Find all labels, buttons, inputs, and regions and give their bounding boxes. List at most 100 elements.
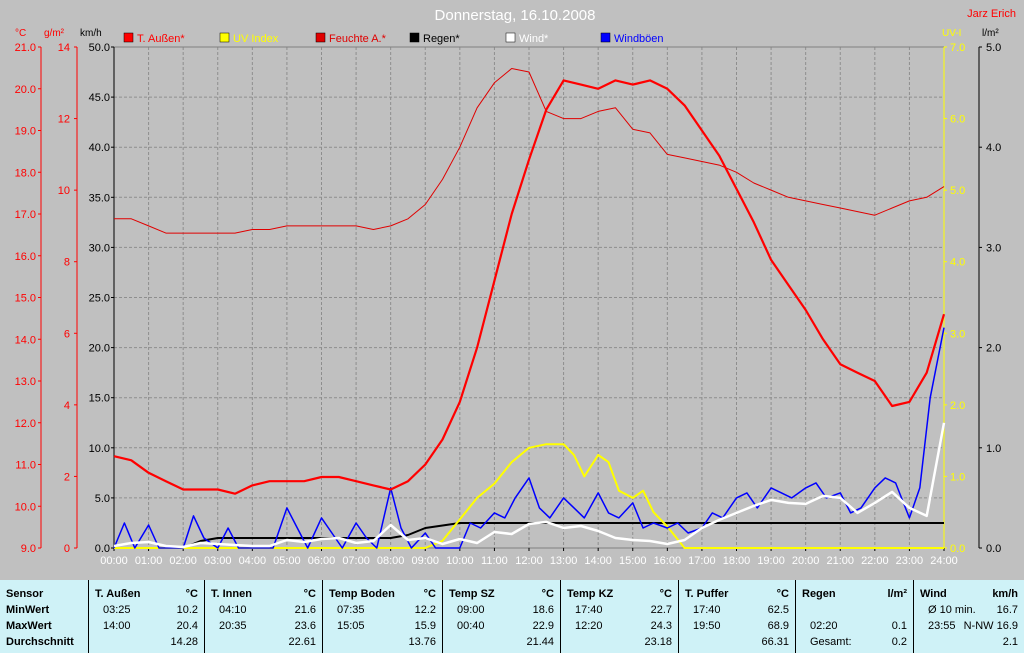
uv-tick-label: 2.0 bbox=[950, 400, 965, 412]
statistics-table: Sensor MinWert MaxWert Durchschnitt T. A… bbox=[0, 580, 1024, 653]
rain-tick-label: 1.0 bbox=[986, 443, 1001, 455]
rain-tick-label: 3.0 bbox=[986, 242, 1001, 254]
rain-tick-label: 0.0 bbox=[986, 543, 1001, 555]
uv-tick-label: 3.0 bbox=[950, 328, 965, 340]
sensor-unit: °C bbox=[423, 588, 436, 600]
temp-tick-label: 18.0 bbox=[15, 167, 36, 179]
x-tick-label: 07:00 bbox=[342, 555, 370, 567]
x-tick-label: 02:00 bbox=[169, 555, 197, 567]
min-value: 22.7 bbox=[650, 604, 672, 616]
x-tick-label: 08:00 bbox=[377, 555, 405, 567]
sensor-name: Wind bbox=[920, 588, 947, 600]
avg-value: 66.31 bbox=[761, 636, 789, 648]
max-time: 14:00 bbox=[103, 620, 131, 632]
max-time: 12:20 bbox=[575, 620, 603, 632]
uv-tick-label: 7.0 bbox=[950, 42, 965, 54]
sensor-name: T. Außen bbox=[95, 588, 141, 600]
x-tick-label: 09:00 bbox=[411, 555, 439, 567]
sensor-name: T. Puffer bbox=[685, 588, 729, 600]
wind-tick-label: 20.0 bbox=[89, 343, 110, 355]
temp-tick-label: 16.0 bbox=[15, 251, 36, 263]
sensor-unit: °C bbox=[303, 588, 316, 600]
uv-tick-label: 0.0 bbox=[950, 543, 965, 555]
x-tick-label: 00:00 bbox=[100, 555, 128, 567]
series-line-4 bbox=[113, 422, 946, 549]
x-tick-label: 03:00 bbox=[204, 555, 232, 567]
chart-title: Donnerstag, 16.10.2008 bbox=[435, 7, 596, 24]
min-time: 09:00 bbox=[457, 604, 485, 616]
temp-tick-label: 12.0 bbox=[15, 418, 36, 430]
sensor-unit: °C bbox=[185, 588, 198, 600]
wind-tick-label: 45.0 bbox=[89, 92, 110, 104]
min-value: 10.2 bbox=[176, 604, 198, 616]
max-value: N-NW 16.9 bbox=[963, 620, 1018, 632]
max-time: 02:20 bbox=[810, 620, 838, 632]
x-tick-label: 19:00 bbox=[757, 555, 785, 567]
row-labels: Sensor MinWert MaxWert Durchschnitt bbox=[0, 580, 88, 653]
hum-tick-label: 12 bbox=[58, 114, 70, 126]
temp-tick-label: 19.0 bbox=[15, 126, 36, 138]
series-line-0 bbox=[113, 79, 946, 495]
sensor-name: T. Innen bbox=[211, 588, 252, 600]
temp-tick-label: 15.0 bbox=[15, 293, 36, 305]
max-value: 20.4 bbox=[176, 620, 198, 632]
legend-swatch bbox=[409, 32, 420, 43]
wind-tick-label: 50.0 bbox=[89, 42, 110, 54]
wind-tick-label: 15.0 bbox=[89, 393, 110, 405]
author-label: Jarz Erich bbox=[967, 8, 1016, 20]
temp-tick-label: 9.0 bbox=[21, 543, 36, 555]
hum-tick-label: 4 bbox=[64, 400, 70, 412]
avg-value: 21.44 bbox=[526, 636, 554, 648]
weather-chart: °C g/m² km/h UV-I l/m²21.020.019.018.017.016… bbox=[15, 7, 1016, 567]
max-time: 20:35 bbox=[219, 620, 247, 632]
axes: °C g/m² km/h UV-I l/m²21.020.019.018.017.016… bbox=[15, 28, 1002, 567]
wind-tick-label: 35.0 bbox=[89, 192, 110, 204]
hum-tick-label: 14 bbox=[58, 42, 70, 54]
hum-tick-label: 6 bbox=[64, 328, 70, 340]
legend-label: T. Außen* bbox=[137, 33, 185, 45]
x-tick-label: 21:00 bbox=[826, 555, 854, 567]
x-tick-label: 10:00 bbox=[446, 555, 474, 567]
uv-tick-label: 5.0 bbox=[950, 185, 965, 197]
legend-swatch bbox=[315, 32, 326, 43]
min-time: 04:10 bbox=[219, 604, 247, 616]
legend-swatch bbox=[505, 32, 516, 43]
min-value: 21.6 bbox=[294, 604, 316, 616]
max-value: 68.9 bbox=[767, 620, 789, 632]
sensor-column: T. Puffer °C 17:40 62.5 19:50 68.9 66.31 bbox=[678, 580, 795, 653]
legend-swatch bbox=[600, 32, 611, 43]
legend-label: UV Index bbox=[233, 33, 279, 45]
sensor-column: Temp KZ °C 17:40 22.7 12:20 24.3 23.18 bbox=[560, 580, 678, 653]
uv-tick-label: 1.0 bbox=[950, 471, 965, 483]
series-line-5 bbox=[113, 327, 945, 549]
legend-label: Feuchte A.* bbox=[329, 33, 387, 45]
sensor-unit: l/m² bbox=[887, 588, 907, 600]
legend-label: Windböen bbox=[614, 33, 664, 45]
row-label-sensor: Sensor bbox=[6, 588, 44, 600]
series-line-2 bbox=[114, 443, 944, 549]
avg-value: 0.2 bbox=[891, 636, 907, 648]
wind-tick-label: 0.0 bbox=[95, 543, 110, 555]
hum-tick-label: 0 bbox=[64, 543, 70, 555]
x-tick-label: 20:00 bbox=[792, 555, 820, 567]
temp-tick-label: 10.0 bbox=[15, 501, 36, 513]
temp-tick-label: 11.0 bbox=[15, 460, 36, 472]
sensor-column: Wind km/h Ø 10 min. 16.7 23:55 N-NW 16.9 2.1 bbox=[913, 580, 1024, 653]
x-tick-label: 04:00 bbox=[239, 555, 267, 567]
hum-tick-label: 8 bbox=[64, 257, 70, 269]
temp-tick-label: 20.0 bbox=[15, 84, 36, 96]
min-value: 18.6 bbox=[532, 604, 554, 616]
max-time: 19:50 bbox=[693, 620, 721, 632]
uv-tick-label: 4.0 bbox=[950, 257, 965, 269]
row-label-avg: Durchschnitt bbox=[6, 636, 74, 648]
min-value: 16.7 bbox=[996, 604, 1018, 616]
temp-unit-label: °C bbox=[15, 28, 26, 39]
hum-tick-label: 2 bbox=[64, 471, 70, 483]
x-tick-label: 16:00 bbox=[654, 555, 682, 567]
wind-tick-label: 10.0 bbox=[89, 443, 110, 455]
rain-tick-label: 5.0 bbox=[986, 42, 1001, 54]
sensor-name: Temp SZ bbox=[449, 588, 495, 600]
max-time: 15:05 bbox=[337, 620, 365, 632]
wind-tick-label: 5.0 bbox=[95, 493, 110, 505]
sensor-column: T. Innen °C 04:10 21.6 20:35 23.6 22.61 bbox=[204, 580, 322, 653]
